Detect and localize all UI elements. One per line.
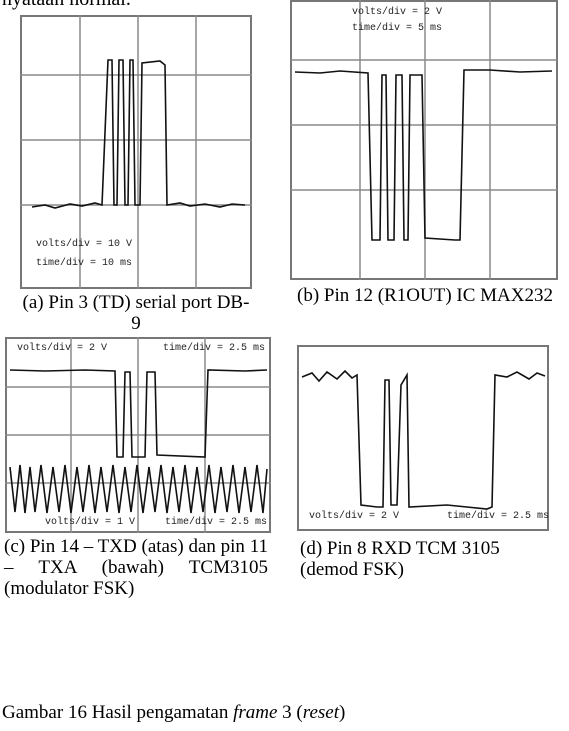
scope-label: time/div = 2.5 ms xyxy=(165,516,267,528)
scope-label: volts/div = 10 V xyxy=(36,238,132,250)
scope-b: volts/div = 2 V time/div = 5 ms xyxy=(290,0,558,280)
top-text: nyataan normal. xyxy=(2,0,131,11)
scope-label: time/div = 10 ms xyxy=(36,257,132,269)
scope-c: volts/div = 2 V time/div = 2.5 ms volts/… xyxy=(5,337,271,533)
scope-a: volts/div = 10 V time/div = 10 ms xyxy=(20,15,252,289)
scope-label: volts/div = 2 V xyxy=(17,342,107,354)
caption-text: Gambar 16 Hasil pengamatan xyxy=(2,702,233,723)
figure-caption: Gambar 16 Hasil pengamatan frame 3 (rese… xyxy=(2,702,345,724)
scope-d: volts/div = 2 V time/div = 2.5 ms xyxy=(297,345,549,531)
caption-text: ) xyxy=(339,702,345,723)
caption: (c) Pin 14 – TXD (atas) dan pin 11 – TXA… xyxy=(4,536,268,599)
caption-italic: frame xyxy=(233,702,277,723)
caption: (b) Pin 12 (R1OUT) IC MAX232 xyxy=(285,285,565,306)
caption-text: 3 ( xyxy=(277,702,302,723)
caption: (a) Pin 3 (TD) serial port DB-9 xyxy=(20,292,252,334)
scope-label: volts/div = 1 V xyxy=(45,516,135,528)
scope-label: time/div = 2.5 ms xyxy=(163,342,265,354)
scope-label: volts/div = 2 V xyxy=(352,6,442,18)
scope-label: time/div = 5 ms xyxy=(352,22,442,34)
scope-label: time/div = 2.5 ms xyxy=(447,510,549,522)
scope-label: volts/div = 2 V xyxy=(309,510,399,522)
caption-italic: reset xyxy=(303,702,339,723)
caption: (d) Pin 8 RXD TCM 3105 (demod FSK) xyxy=(300,538,500,580)
page: {"top_text": "nyataan normal.", "panels"… xyxy=(0,0,569,731)
